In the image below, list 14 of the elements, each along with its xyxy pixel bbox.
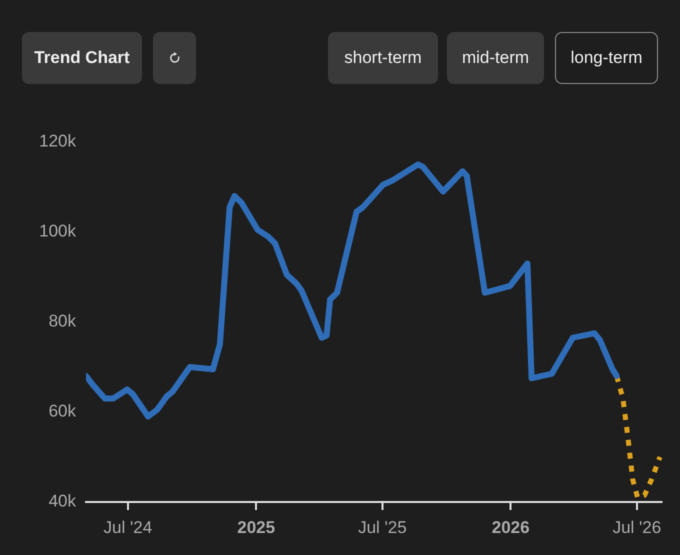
x-tick-label: Jul '24 (104, 518, 152, 537)
y-tick-label: 60k (48, 402, 76, 421)
text: short-term (328, 32, 438, 84)
y-tick-label: 100k (39, 222, 76, 241)
y-tick-label: 80k (48, 312, 76, 331)
text: Trend Chart (22, 32, 142, 84)
y-tick-label: 120k (39, 132, 76, 151)
x-tick-label: Jul '25 (358, 518, 407, 537)
x-tick-label: Jul '26 (612, 518, 662, 537)
text: mid-term (447, 32, 544, 84)
y-tick-label: 40k (48, 492, 76, 511)
x-tick-label: 2026 (492, 518, 530, 537)
text: long-term (555, 32, 658, 84)
x-tick-label: 2025 (237, 518, 276, 537)
